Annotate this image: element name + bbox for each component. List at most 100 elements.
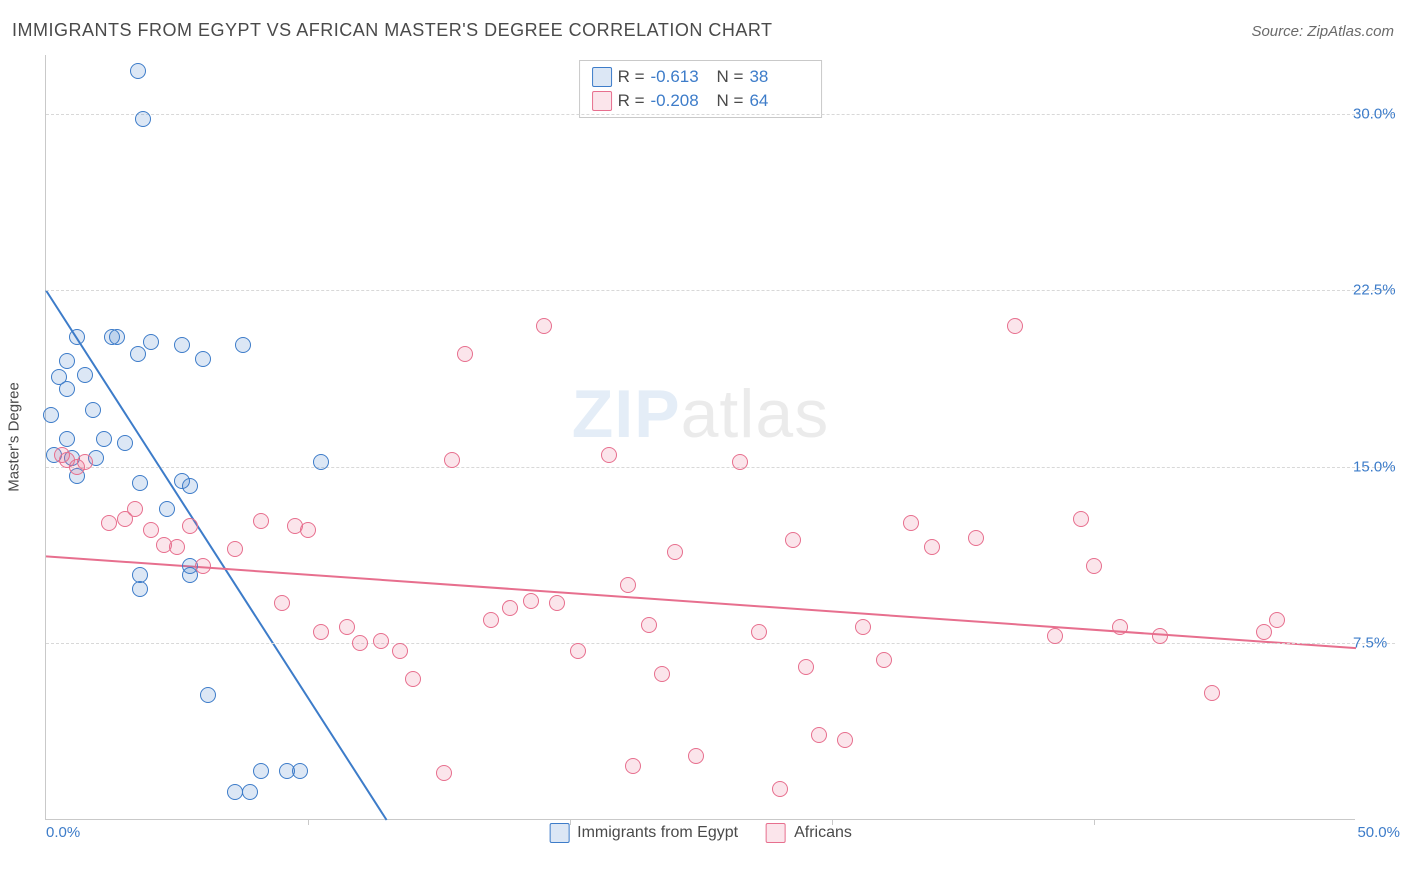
legend-label: Africans <box>794 824 852 842</box>
data-point <box>751 624 767 640</box>
data-point <box>182 518 198 534</box>
data-point <box>227 784 243 800</box>
data-point <box>688 748 704 764</box>
data-point <box>968 530 984 546</box>
data-point <box>85 402 101 418</box>
legend-n-value: 38 <box>749 67 809 87</box>
data-point <box>392 643 408 659</box>
data-point <box>195 558 211 574</box>
data-point <box>109 329 125 345</box>
data-point <box>1047 628 1063 644</box>
source-attribution: Source: ZipAtlas.com <box>1251 23 1394 40</box>
data-point <box>159 501 175 517</box>
legend-item: Africans <box>766 823 852 843</box>
data-point <box>1007 318 1023 334</box>
chart-title: IMMIGRANTS FROM EGYPT VS AFRICAN MASTER'… <box>12 20 773 41</box>
data-point <box>253 513 269 529</box>
data-point <box>313 454 329 470</box>
data-point <box>292 763 308 779</box>
legend-r-value: -0.208 <box>651 91 711 111</box>
data-point <box>143 334 159 350</box>
legend-r-label: R = <box>618 91 645 111</box>
data-point <box>69 329 85 345</box>
data-point <box>352 635 368 651</box>
data-point <box>536 318 552 334</box>
data-point <box>876 652 892 668</box>
gridline <box>46 114 1395 115</box>
legend-row: R = -0.613 N =38 <box>592 65 810 89</box>
y-tick-label: 7.5% <box>1353 635 1403 652</box>
data-point <box>235 337 251 353</box>
x-tick-label: 50.0% <box>1357 824 1400 841</box>
data-point <box>620 577 636 593</box>
gridline <box>46 290 1395 291</box>
data-point <box>59 431 75 447</box>
y-tick-label: 30.0% <box>1353 105 1403 122</box>
data-point <box>96 431 112 447</box>
x-tick-mark <box>832 819 833 825</box>
data-point <box>837 732 853 748</box>
legend-item: Immigrants from Egypt <box>549 823 738 843</box>
legend-swatch <box>592 67 612 87</box>
gridline <box>46 643 1395 644</box>
data-point <box>43 407 59 423</box>
x-tick-mark <box>1094 819 1095 825</box>
data-point <box>77 367 93 383</box>
data-point <box>130 63 146 79</box>
y-tick-label: 15.0% <box>1353 458 1403 475</box>
data-point <box>855 619 871 635</box>
data-point <box>772 781 788 797</box>
data-point <box>732 454 748 470</box>
data-point <box>127 501 143 517</box>
data-point <box>523 593 539 609</box>
data-point <box>1152 628 1168 644</box>
data-point <box>101 515 117 531</box>
data-point <box>1086 558 1102 574</box>
data-point <box>242 784 258 800</box>
watermark: ZIPatlas <box>572 375 829 453</box>
data-point <box>654 666 670 682</box>
data-point <box>1112 619 1128 635</box>
data-point <box>903 515 919 531</box>
data-point <box>570 643 586 659</box>
data-point <box>169 539 185 555</box>
data-point <box>1073 511 1089 527</box>
data-point <box>130 346 146 362</box>
data-point <box>253 763 269 779</box>
data-point <box>405 671 421 687</box>
x-tick-label: 0.0% <box>46 824 80 841</box>
legend-n-value: 64 <box>749 91 809 111</box>
data-point <box>444 452 460 468</box>
data-point <box>1256 624 1272 640</box>
data-point <box>667 544 683 560</box>
legend-r-label: R = <box>618 67 645 87</box>
data-point <box>132 475 148 491</box>
data-point <box>483 612 499 628</box>
data-point <box>625 758 641 774</box>
data-point <box>174 337 190 353</box>
data-point <box>274 595 290 611</box>
legend-n-label: N = <box>717 67 744 87</box>
data-point <box>195 351 211 367</box>
data-point <box>227 541 243 557</box>
data-point <box>59 353 75 369</box>
data-point <box>135 111 151 127</box>
y-axis-title: Master's Degree <box>6 382 23 492</box>
legend-series: Immigrants from Egypt Africans <box>549 823 852 843</box>
data-point <box>373 633 389 649</box>
legend-row: R = -0.208 N =64 <box>592 89 810 113</box>
legend-n-label: N = <box>717 91 744 111</box>
data-point <box>132 581 148 597</box>
x-tick-mark <box>308 819 309 825</box>
data-point <box>811 727 827 743</box>
gridline <box>46 467 1395 468</box>
data-point <box>502 600 518 616</box>
data-point <box>143 522 159 538</box>
data-point <box>182 478 198 494</box>
data-point <box>339 619 355 635</box>
data-point <box>313 624 329 640</box>
y-tick-label: 22.5% <box>1353 282 1403 299</box>
data-point <box>641 617 657 633</box>
legend-r-value: -0.613 <box>651 67 711 87</box>
data-point <box>924 539 940 555</box>
